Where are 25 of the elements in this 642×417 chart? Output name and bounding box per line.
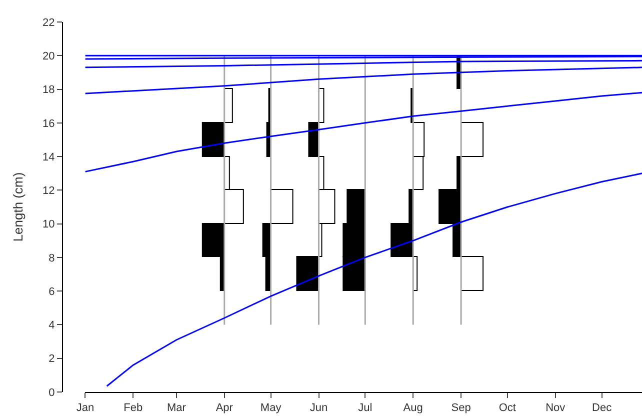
y-tick-label: 20 [42,50,55,62]
y-tick-label: 22 [42,16,55,29]
x-tick-label: Mar [166,402,186,414]
x-tick-label: Oct [498,402,516,414]
y-tick-label: 14 [42,151,55,164]
y-axis-title: Length (cm) [10,172,26,242]
x-tick-label: Dec [592,402,612,414]
y-tick-label: 16 [42,118,55,130]
y-tick-label: 0 [48,386,55,399]
x-tick-label: Jun [310,402,328,414]
x-tick-label: Apr [216,402,234,414]
x-tick-label: Feb [124,402,143,414]
x-tick-label: Jul [358,402,372,414]
y-tick-label: 10 [42,218,55,231]
y-tick-label: 8 [48,252,55,264]
x-tick-label: Sep [451,402,471,414]
x-tick-label: Aug [403,402,423,414]
y-tick-label: 12 [42,185,55,198]
x-tick-label: Jan [76,402,94,414]
x-tick-label: Nov [546,402,566,414]
y-tick-label: 6 [48,286,55,298]
y-tick-label: 4 [48,320,55,332]
y-tick-label: 18 [42,84,55,96]
y-tick-label: 2 [48,353,55,366]
x-tick-label: May [260,402,282,414]
